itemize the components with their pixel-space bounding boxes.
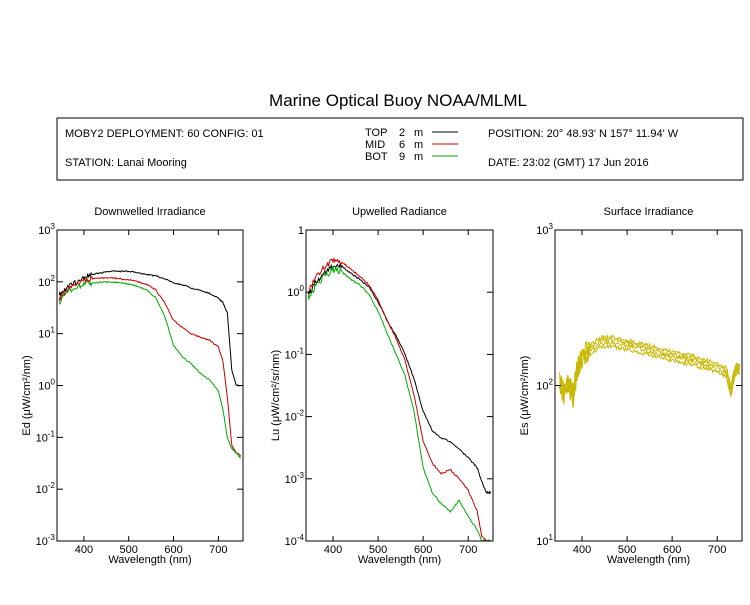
y-tick-label: 10-1 bbox=[36, 429, 56, 444]
series-line-bot bbox=[58, 280, 241, 459]
legend-arm-bot: BOT bbox=[365, 151, 388, 163]
panel-1-ylabel: Ed (μW/cm²/nm) bbox=[21, 355, 33, 435]
legend-arm-top: TOP bbox=[365, 127, 387, 139]
series-line-top bbox=[58, 270, 241, 387]
legend-unit-top: m bbox=[414, 127, 423, 139]
y-tick-label: 101 bbox=[38, 326, 55, 341]
depth-legend: TOP 2 m MID 6 m BOT 9 m bbox=[365, 127, 458, 163]
panel-2: Upwelled Radiance 400 500 600 700 10-4 10-3 10-… bbox=[270, 206, 494, 566]
series-line-mid bbox=[58, 276, 241, 457]
y-tick-label: 10-2 bbox=[36, 481, 56, 496]
y-tick-label: 103 bbox=[536, 222, 553, 237]
panel-2-xlabel: Wavelength (nm) bbox=[358, 554, 441, 566]
series-line-es-4 bbox=[559, 333, 741, 396]
series-line-es-3 bbox=[559, 336, 741, 397]
panel-3-title: Surface Irradiance bbox=[604, 206, 694, 218]
legend-depth-top: 2 bbox=[399, 127, 405, 139]
panel-2-series bbox=[307, 257, 492, 541]
x-tick-label: 600 bbox=[663, 544, 681, 556]
y-tick-label: 10-3 bbox=[36, 533, 56, 548]
y-tick-label: 1 bbox=[298, 225, 304, 237]
y-tick-label: 10-4 bbox=[285, 533, 305, 548]
panel-2-frame bbox=[305, 229, 494, 542]
y-tick-label: 102 bbox=[536, 378, 553, 393]
x-tick-label: 600 bbox=[414, 544, 432, 556]
x-tick-label: 700 bbox=[209, 544, 227, 556]
x-tick-label: 700 bbox=[708, 544, 726, 556]
x-tick-label: 500 bbox=[618, 544, 636, 556]
y-tick-label: 100 bbox=[287, 284, 304, 299]
legend-depth-bot: 9 bbox=[399, 151, 405, 163]
panel-1-xlabel: Wavelength (nm) bbox=[108, 554, 191, 566]
y-tick-label: 100 bbox=[38, 378, 55, 393]
position-text: POSITION: 20° 48.93' N 157° 11.94' W bbox=[488, 128, 679, 140]
x-tick-label: 700 bbox=[459, 544, 477, 556]
series-line-top bbox=[307, 263, 492, 495]
x-tick-label: 600 bbox=[164, 544, 182, 556]
x-tick-label: 500 bbox=[369, 544, 387, 556]
panel-2-title: Upwelled Radiance bbox=[352, 206, 447, 218]
x-tick-label: 400 bbox=[573, 544, 591, 556]
panel-1-title: Downwelled Irradiance bbox=[94, 206, 205, 218]
x-tick-label: 400 bbox=[324, 544, 342, 556]
panel-3-frame bbox=[554, 229, 743, 542]
header-box bbox=[56, 117, 744, 181]
panel-1: Downwelled Irradiance 400 500 600 700 10-3 10-… bbox=[21, 206, 244, 566]
y-tick-label: 101 bbox=[536, 533, 553, 548]
x-tick-label: 500 bbox=[120, 544, 138, 556]
panel-1-series bbox=[58, 270, 241, 459]
legend-depth-mid: 6 bbox=[399, 139, 405, 151]
y-tick-label: 10-3 bbox=[285, 471, 305, 486]
chart-panels: Downwelled Irradiance 400 500 600 700 10-3 10-… bbox=[21, 206, 743, 566]
panel-3: Surface Irradiance 400 500 600 700 101 102 103 W… bbox=[519, 206, 743, 566]
panel-3-xlabel: Wavelength (nm) bbox=[607, 554, 690, 566]
series-line-mid bbox=[308, 257, 491, 541]
legend-arm-mid: MID bbox=[365, 139, 385, 151]
legend-unit-bot: m bbox=[414, 151, 423, 163]
y-tick-label: 10-2 bbox=[285, 409, 305, 424]
y-tick-label: 10-1 bbox=[285, 346, 305, 361]
series-line-bot bbox=[307, 265, 491, 541]
panel-2-ylabel: Lu (μW/cm²/sr/nm) bbox=[270, 350, 282, 441]
x-tick-label: 400 bbox=[75, 544, 93, 556]
legend-unit-mid: m bbox=[414, 139, 423, 151]
y-tick-label: 102 bbox=[38, 274, 55, 289]
panel-3-ylabel: Es (μW/cm²/nm) bbox=[519, 356, 531, 436]
date-text: DATE: 23:02 (GMT) 17 Jun 2016 bbox=[488, 157, 649, 169]
figure-title: Marine Optical Buoy NOAA/MLML bbox=[269, 91, 527, 110]
series-line-es-1 bbox=[559, 344, 741, 409]
deployment-text: MOBY2 DEPLOYMENT: 60 CONFIG: 01 bbox=[65, 128, 264, 140]
panel-3-series bbox=[559, 333, 741, 409]
y-tick-label: 103 bbox=[38, 222, 55, 237]
station-text: STATION: Lanai Mooring bbox=[65, 157, 187, 169]
